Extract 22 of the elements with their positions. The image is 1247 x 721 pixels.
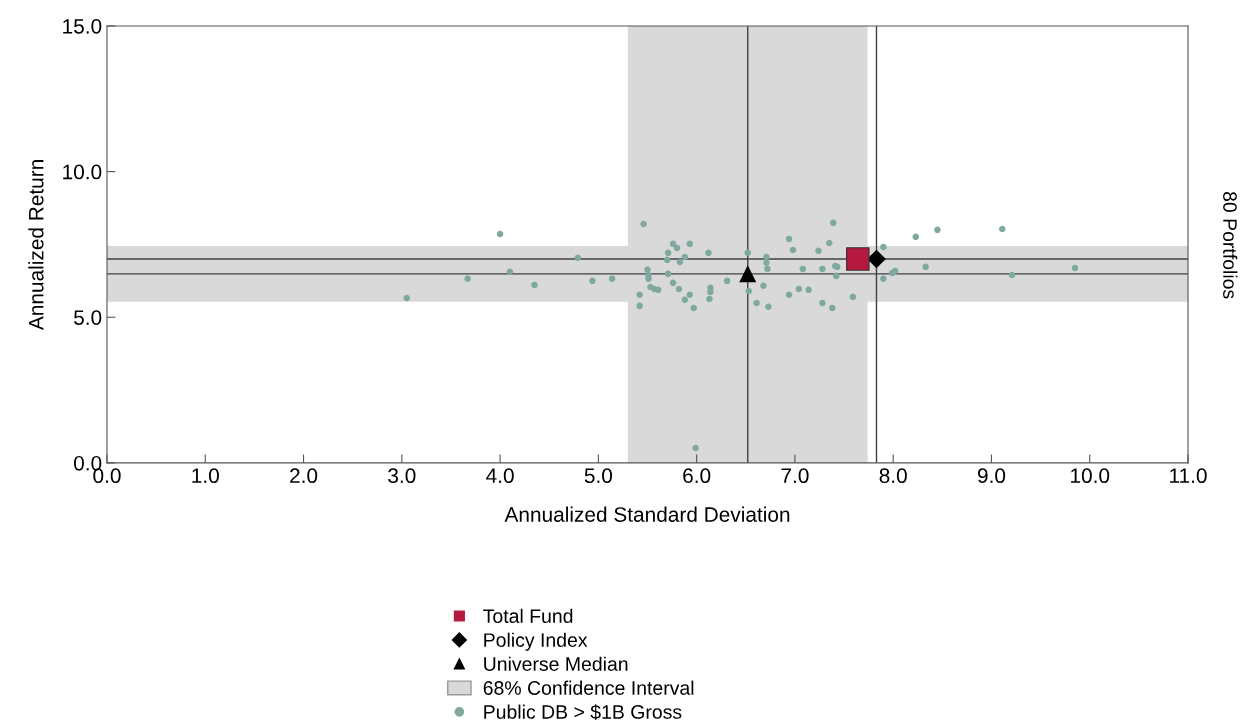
x-tick-label: 1.0 bbox=[192, 468, 219, 484]
x-tick-label: 8.0 bbox=[879, 468, 907, 484]
x-tick-label: 11.0 bbox=[1170, 468, 1207, 484]
x-tick-label: 5.0 bbox=[584, 468, 613, 484]
x-tick-label: 7.0 bbox=[781, 468, 809, 484]
x-tick-label: 3.0 bbox=[388, 468, 416, 484]
legend-label: 68% Confidence Interval bbox=[483, 680, 694, 695]
legend-label: Policy Index bbox=[484, 632, 588, 651]
legend-label: Total Fund bbox=[483, 608, 573, 623]
y-tick-label: 15.0 bbox=[63, 18, 102, 34]
x-tick-label: 6.0 bbox=[683, 468, 711, 484]
legend-label: Public DB > $1B Gross bbox=[484, 704, 682, 720]
x-axis-title: Annualized Standard Deviation bbox=[504, 506, 790, 522]
y-tick-label: 10.0 bbox=[63, 164, 102, 180]
text: 80 Portfolios bbox=[1223, 191, 1238, 299]
x-tick-label: 2.0 bbox=[290, 468, 318, 484]
y-axis-title: Annualized Return bbox=[28, 160, 44, 331]
x-tick-label: 9.0 bbox=[977, 468, 1006, 484]
y-tick-label: 5.0 bbox=[74, 310, 102, 325]
x-tick-label: 10.0 bbox=[1071, 468, 1110, 484]
x-tick-label: 4.0 bbox=[486, 468, 514, 484]
legend-label: Universe Median bbox=[484, 656, 628, 671]
